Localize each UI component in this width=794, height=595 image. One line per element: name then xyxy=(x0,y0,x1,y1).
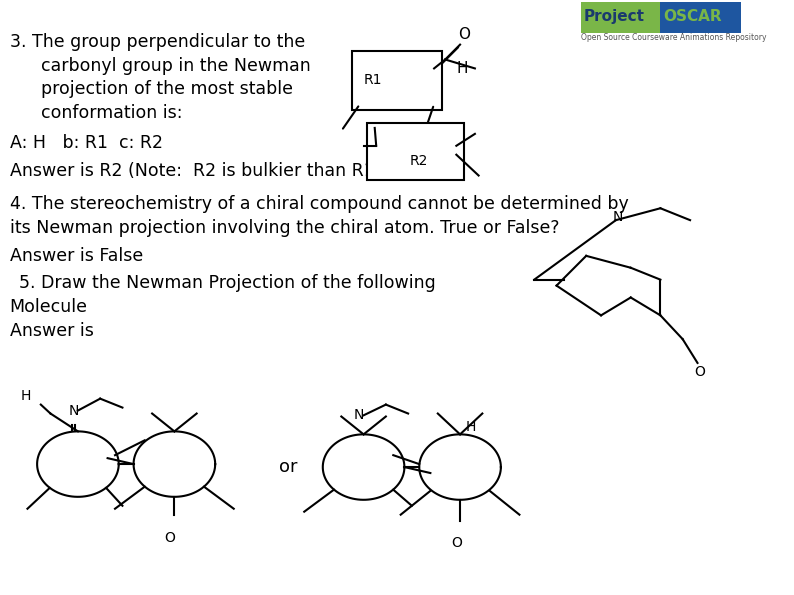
FancyBboxPatch shape xyxy=(661,2,741,33)
Text: O: O xyxy=(694,365,704,379)
Text: N: N xyxy=(68,403,79,418)
Text: H: H xyxy=(21,389,31,403)
Text: conformation is:: conformation is: xyxy=(40,104,183,122)
Bar xyxy=(368,124,464,180)
Text: O: O xyxy=(458,27,470,42)
Text: or: or xyxy=(279,458,297,476)
FancyBboxPatch shape xyxy=(581,2,661,33)
Text: carbonyl group in the Newman: carbonyl group in the Newman xyxy=(40,57,310,74)
Text: Answer is R2 (Note:  R2 is bulkier than R1): Answer is R2 (Note: R2 is bulkier than R… xyxy=(10,162,381,180)
Text: H: H xyxy=(466,420,476,434)
Text: Answer is: Answer is xyxy=(10,322,94,340)
Text: Molecule: Molecule xyxy=(10,298,87,315)
Text: O: O xyxy=(164,531,175,546)
Text: its Newman projection involving the chiral atom. True or False?: its Newman projection involving the chir… xyxy=(10,219,559,237)
Text: projection of the most stable: projection of the most stable xyxy=(40,80,293,98)
Text: 5. Draw the Newman Projection of the following: 5. Draw the Newman Projection of the fol… xyxy=(18,274,435,292)
Text: 4. The stereochemistry of a chiral compound cannot be determined by: 4. The stereochemistry of a chiral compo… xyxy=(10,195,628,213)
Text: 3. The group perpendicular to the: 3. The group perpendicular to the xyxy=(10,33,305,51)
Text: N: N xyxy=(354,408,364,422)
Text: Open Source Courseware Animations Repository: Open Source Courseware Animations Reposi… xyxy=(581,33,766,42)
Text: H: H xyxy=(457,61,468,76)
Text: N: N xyxy=(612,210,622,224)
Text: Project: Project xyxy=(584,9,645,24)
Text: R2: R2 xyxy=(410,154,429,168)
Text: A: H   b: R1  c: R2: A: H b: R1 c: R2 xyxy=(10,134,163,152)
Text: Answer is False: Answer is False xyxy=(10,247,143,265)
Bar xyxy=(353,51,441,110)
Text: R1: R1 xyxy=(364,73,382,87)
Text: OSCAR: OSCAR xyxy=(663,9,722,24)
Text: O: O xyxy=(451,536,462,550)
